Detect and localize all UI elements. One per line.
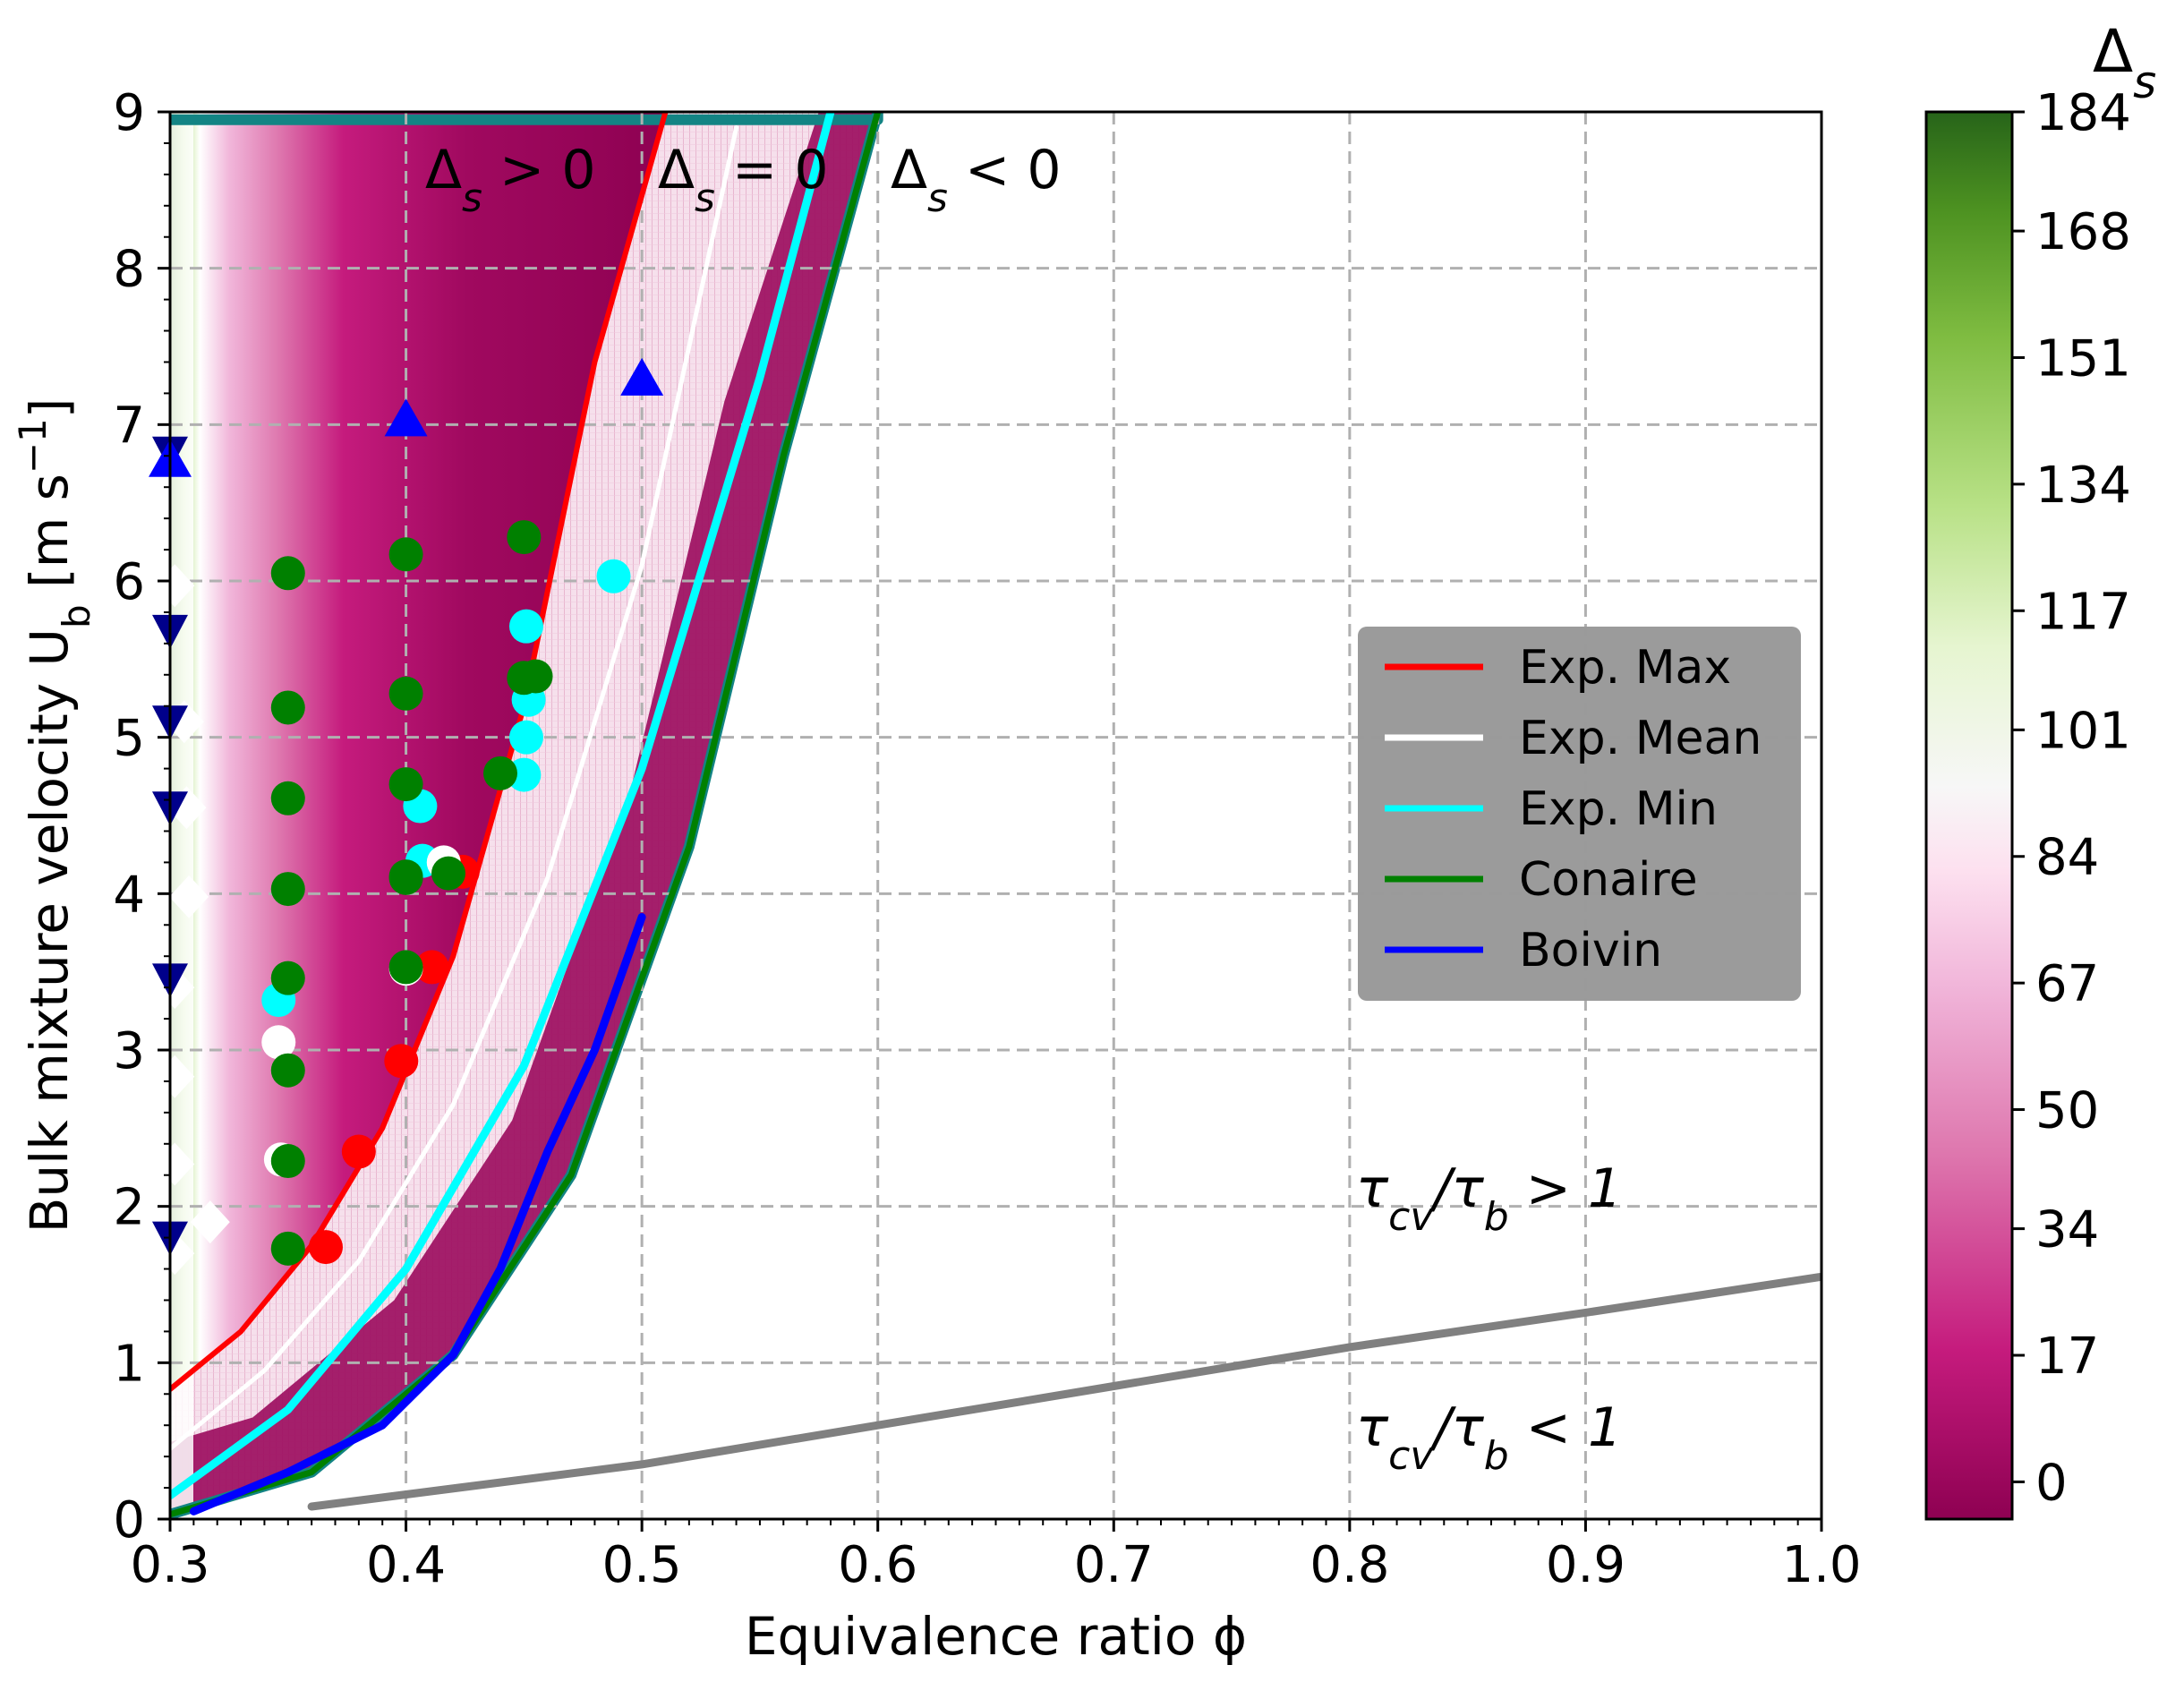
annotation-tau-lt: τcv/τb < 1 — [1356, 1396, 1622, 1479]
marker-point — [308, 1230, 343, 1265]
marker-point — [155, 1054, 195, 1098]
marker-group-conaire-points — [270, 520, 553, 1266]
x-tick-label: 0.3 — [130, 1536, 209, 1594]
x-tick-label: 1.0 — [1781, 1536, 1861, 1594]
zero-region — [170, 112, 878, 1515]
colorbar-tick-label: 101 — [2035, 702, 2131, 760]
colorbar-tick-label: 17 — [2035, 1328, 2099, 1386]
marker-point — [431, 856, 466, 891]
marker-point — [388, 860, 423, 895]
marker-point — [388, 767, 423, 802]
colorbar-gradient — [1924, 110, 2014, 1521]
colorbar-tick-label: 84 — [2035, 829, 2099, 887]
marker-point — [270, 781, 305, 815]
marker-point — [190, 1200, 230, 1244]
legend-label: Boivin — [1519, 924, 1662, 978]
x-tick-label: 0.4 — [366, 1536, 446, 1594]
marker-point — [384, 1044, 419, 1079]
dark-band — [170, 112, 878, 1515]
marker-point — [388, 676, 423, 711]
x-tick-label: 0.8 — [1310, 1536, 1389, 1594]
x-tick-label: 0.6 — [838, 1536, 917, 1594]
grid — [170, 112, 1821, 1519]
axes: 0.3 0.4 0.5 0.6 0.7 0.8 0.9 1.0 0 1 2 3 4 5 6 7 8 9 Equiva… — [11, 84, 1862, 1667]
annotation-tau-gt: τcv/τb > 1 — [1356, 1157, 1622, 1240]
colorbar-tick-label: 0 — [2035, 1454, 2068, 1512]
legend-label: Exp. Min — [1519, 782, 1718, 836]
marker-point — [414, 950, 449, 985]
marker-point — [388, 537, 423, 572]
legend-label: Conaire — [1519, 853, 1698, 907]
colorbar-tick-label: 50 — [2035, 1082, 2099, 1140]
colorbar-tick-label: 67 — [2035, 955, 2099, 1013]
y-tick-label: 1 — [113, 1335, 145, 1393]
x-tick-label: 0.7 — [1074, 1536, 1154, 1594]
y-tick-label: 6 — [113, 553, 145, 611]
marker-group-exp-min-points — [261, 559, 631, 1018]
x-tick-label: 0.5 — [602, 1536, 682, 1594]
marker-point — [483, 756, 517, 790]
marker-point — [261, 1025, 296, 1060]
marker-point — [388, 950, 423, 985]
colorbar-tick-label: 184 — [2035, 84, 2131, 142]
colorbar-tick-label: 168 — [2035, 203, 2131, 261]
marker-point — [508, 609, 543, 644]
series-lines — [170, 112, 1821, 1518]
marker-point — [507, 520, 542, 555]
y-tick-label: 4 — [113, 866, 145, 924]
marker-group-white-diamonds — [155, 564, 230, 1276]
legend: Exp. Max Exp. Mean Exp. Min Conaire Boivin — [1358, 627, 1801, 1001]
y-tick-label: 9 — [113, 84, 145, 142]
y-tick-label: 8 — [113, 241, 145, 299]
marker-point — [270, 961, 305, 995]
marker-point — [596, 559, 631, 593]
colorbar-tick-label: 151 — [2035, 329, 2131, 388]
x-tick-label: 0.9 — [1546, 1536, 1625, 1594]
series-exp-max — [170, 112, 669, 1392]
marker-point — [270, 690, 305, 725]
marker-point — [169, 875, 209, 918]
legend-box — [1358, 627, 1801, 1001]
y-tick-label: 3 — [113, 1022, 145, 1080]
colorbar-tick-label: 117 — [2035, 583, 2131, 641]
y-tick-label: 5 — [113, 710, 145, 768]
series-exp-min — [170, 112, 835, 1500]
marker-point — [270, 872, 305, 907]
marker-point — [508, 720, 543, 755]
series-conaire — [170, 112, 882, 1518]
y-tick-label: 2 — [113, 1179, 145, 1237]
annotation-delta-zero: Δs = 0 — [658, 139, 829, 221]
marker-point — [270, 1144, 305, 1179]
marker-point — [270, 1231, 305, 1266]
series-boivin — [189, 913, 646, 1516]
colorbar-title: Δs — [2093, 17, 2156, 108]
annotation-delta-neg: Δs < 0 — [891, 139, 1062, 221]
annotation-delta-pos: Δs > 0 — [425, 139, 596, 221]
colorbar-tick-label: 34 — [2035, 1201, 2099, 1259]
marker-point — [384, 398, 428, 437]
series-exp-mean — [170, 125, 739, 1451]
colorbar: 184 168 151 134 117 101 84 67 50 34 17 0 Δs — [1924, 17, 2156, 1521]
legend-label: Exp. Max — [1519, 641, 1731, 695]
marker-point — [620, 357, 664, 396]
marker-point — [155, 564, 195, 608]
marker-point — [518, 659, 553, 694]
plot-area: 0.3 0.4 0.5 0.6 0.7 0.8 0.9 1.0 0 1 2 3 4 5 6 7 8 9 Equiva… — [11, 84, 1862, 1667]
marker-point — [270, 1053, 305, 1088]
legend-label: Exp. Mean — [1519, 712, 1762, 765]
y-axis-label: Bulk mixture velocity Ub [m s−1] — [11, 398, 98, 1234]
colorbar-tick-label: 134 — [2035, 457, 2131, 515]
series-tau-ratio-boundary — [307, 1272, 1821, 1511]
marker-point — [341, 1134, 376, 1169]
y-tick-label: 7 — [113, 397, 145, 455]
y-tick-label: 0 — [113, 1491, 145, 1550]
marker-point — [270, 556, 305, 591]
x-axis-label: Equivalence ratio ϕ — [745, 1606, 1247, 1667]
